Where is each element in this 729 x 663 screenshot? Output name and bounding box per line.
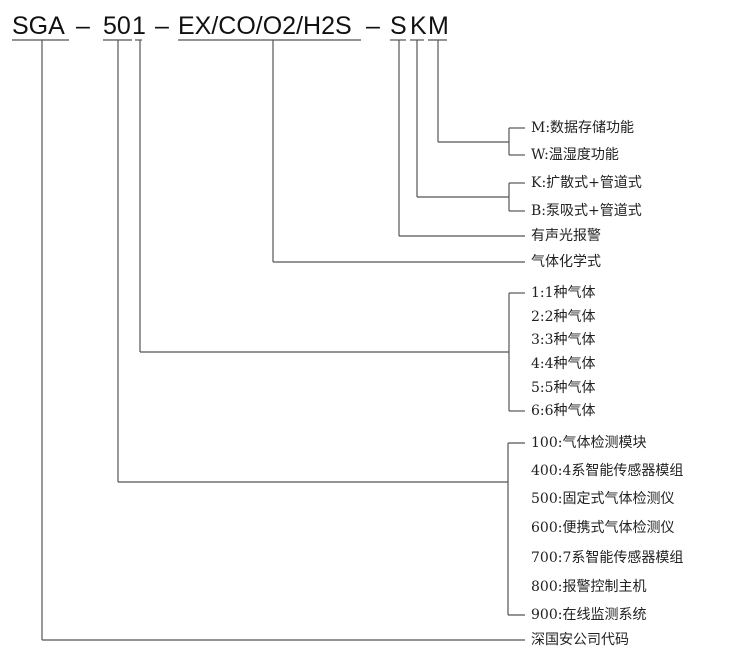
label-gas-count: 1:1种气体 (531, 285, 596, 301)
code-alarm: S (390, 12, 407, 40)
label-formula: 气体化学式 (531, 254, 601, 270)
label-series: 500:固定式气体检测仪 (531, 491, 675, 507)
label-series: 700:7系智能传感器模组 (531, 550, 684, 566)
label-gas-count: 4:4种气体 (531, 356, 596, 372)
label-gas-count: 6:6种气体 (531, 403, 596, 419)
label-series: 800:报警控制主机 (531, 579, 647, 595)
code-function: M (428, 12, 449, 40)
code-gas-count: 1 (132, 12, 146, 40)
label-prefix: 深国安公司代码 (531, 632, 629, 648)
label-sampling-k: K:扩散式+管道式 (531, 175, 642, 191)
label-gas-count: 2:2种气体 (531, 309, 596, 325)
label-series: 100:气体检测模块 (531, 435, 647, 451)
code-formula: EX/CO/O2/H2S (178, 12, 352, 40)
code-dash: – (155, 12, 169, 40)
label-function-w: W:温湿度功能 (531, 147, 619, 163)
label-series: 900:在线监测系统 (531, 607, 647, 623)
label-function-m: M:数据存储功能 (531, 120, 635, 136)
label-sampling-b: B:泵吸式+管道式 (531, 203, 642, 219)
code-prefix: SGA (12, 12, 65, 40)
label-series: 600:便携式气体检测仪 (531, 520, 675, 536)
code-series: 50 (103, 12, 131, 40)
label-series: 400:4系智能传感器模组 (531, 463, 684, 479)
label-gas-count: 3:3种气体 (531, 332, 596, 348)
code-dash: – (76, 12, 90, 40)
code-sampling: K (410, 12, 427, 40)
code-dash: – (366, 12, 380, 40)
label-gas-count: 5:5种气体 (531, 380, 596, 396)
label-alarm: 有声光报警 (531, 228, 601, 244)
